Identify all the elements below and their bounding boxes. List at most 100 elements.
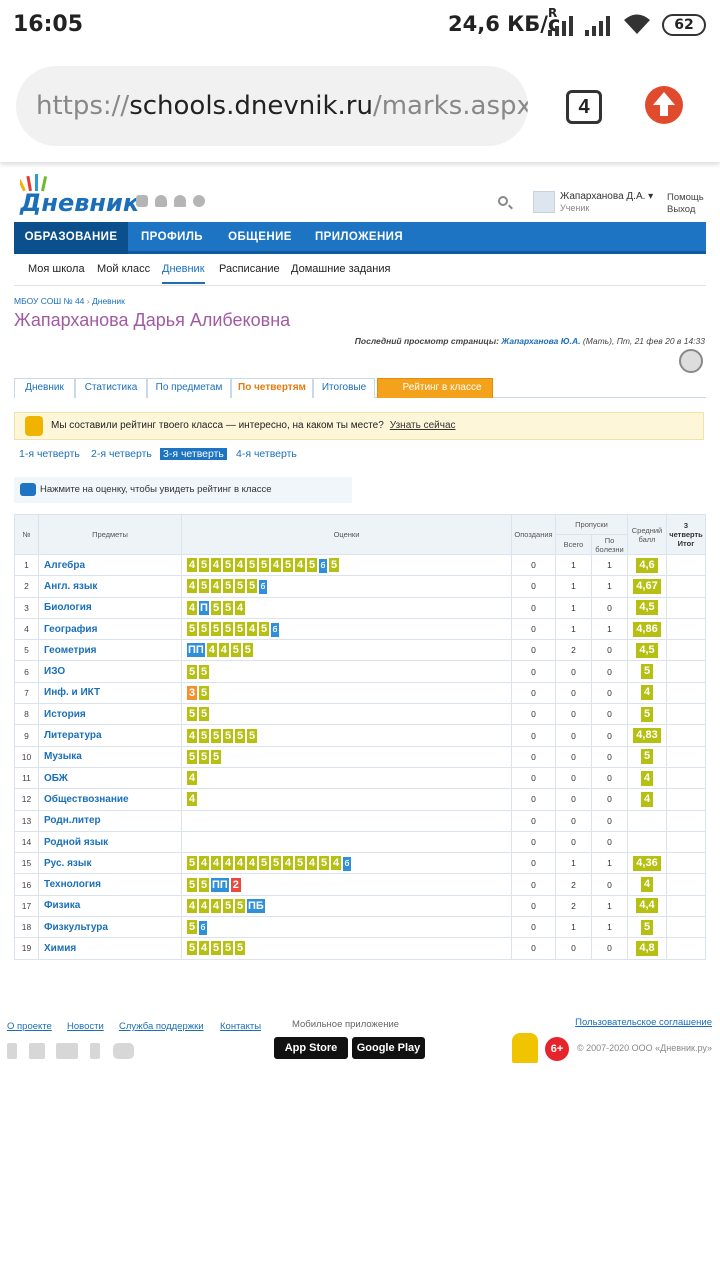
youtube-icon[interactable] (113, 1043, 134, 1059)
mark[interactable]: 4 (211, 855, 221, 870)
twitter-icon[interactable] (29, 1043, 45, 1059)
mark[interactable]: б (199, 920, 207, 935)
nav-profile[interactable]: ПРОФИЛЬ (141, 231, 203, 243)
nav-education[interactable]: ОБРАЗОВАНИЕ (14, 222, 128, 254)
subject-link[interactable]: Англ. язык (38, 575, 182, 598)
subnav-my-school[interactable]: Моя школа (28, 263, 85, 275)
print-icon[interactable] (679, 349, 703, 373)
last-view-user[interactable]: Жапарханова Ю.А. (501, 336, 581, 346)
average-score[interactable]: 4 (640, 685, 654, 701)
mark[interactable]: 5 (259, 621, 269, 636)
mark[interactable]: 5 (259, 557, 269, 572)
google-play-badge[interactable]: Google Play (352, 1037, 425, 1059)
mark[interactable]: ПП (211, 877, 229, 892)
subject-link[interactable]: Обществознание (38, 788, 182, 811)
subnav-homework[interactable]: Домашние задания (291, 263, 391, 275)
mark[interactable]: 4 (235, 557, 245, 572)
mark[interactable]: 5 (307, 557, 317, 572)
mark[interactable]: ПП (187, 643, 205, 658)
mark[interactable]: 5 (242, 643, 253, 658)
average-score[interactable]: 4 (640, 770, 654, 786)
friends-icon[interactable] (155, 195, 167, 207)
average-score[interactable]: 4 (640, 877, 654, 893)
mark[interactable]: б (343, 856, 351, 871)
breadcrumb-school[interactable]: МБОУ СОШ № 44 (14, 296, 85, 306)
mark[interactable]: 5 (187, 855, 197, 870)
mark[interactable]: 5 (329, 557, 339, 572)
mark[interactable]: 4 (271, 557, 281, 572)
mark[interactable]: 4 (199, 898, 209, 913)
tab-by-quarter[interactable]: По четвертям (231, 378, 313, 398)
subject-link[interactable]: Физкультура (38, 916, 182, 939)
average-score[interactable]: 5 (640, 706, 654, 722)
mark[interactable]: б (319, 558, 327, 573)
mark[interactable]: 4 (247, 621, 257, 636)
mark[interactable]: 5 (211, 941, 221, 956)
mark[interactable]: 4 (211, 578, 221, 593)
avatar[interactable] (533, 191, 555, 213)
mark[interactable]: 5 (247, 728, 257, 743)
mark[interactable]: 5 (199, 621, 209, 636)
mark[interactable]: 5 (235, 898, 245, 913)
subject-link[interactable]: Биология (38, 596, 182, 619)
tab-diary[interactable]: Дневник (14, 378, 75, 398)
footer-about[interactable]: О проекте (7, 1021, 52, 1032)
odnoklassniki-icon[interactable] (90, 1043, 100, 1059)
average-score[interactable]: 4,86 (633, 621, 661, 637)
mark[interactable]: 4 (206, 643, 217, 658)
banner-link[interactable]: Узнать сейчас (389, 420, 456, 431)
mark[interactable]: 5 (187, 707, 197, 722)
subject-link[interactable]: Технология (38, 873, 182, 896)
mark[interactable]: 5 (230, 643, 241, 658)
mark[interactable]: 5 (295, 855, 305, 870)
subject-link[interactable]: Инф. и ИКТ (38, 681, 182, 705)
mark[interactable]: 4 (235, 855, 245, 870)
mark[interactable]: 4 (295, 557, 305, 572)
average-score[interactable]: 5 (640, 664, 654, 680)
mark[interactable]: 4 (235, 600, 245, 615)
subject-link[interactable]: История (38, 703, 182, 726)
subject-link[interactable]: Геометрия (38, 639, 182, 662)
facebook-icon[interactable] (7, 1043, 17, 1059)
subject-link[interactable]: ОБЖ (38, 766, 182, 790)
mark[interactable]: П (199, 600, 209, 615)
mark[interactable]: 5 (199, 707, 209, 722)
tab-statistics[interactable]: Статистика (75, 378, 147, 398)
subject-link[interactable]: Алгебра (38, 553, 182, 577)
subject-link[interactable]: География (38, 617, 182, 641)
mark[interactable]: 4 (187, 578, 197, 593)
mark[interactable]: 5 (199, 728, 209, 743)
mark[interactable]: 4 (307, 855, 317, 870)
mark[interactable]: 5 (223, 621, 233, 636)
mark[interactable]: 5 (223, 941, 233, 956)
tab-class-rating[interactable]: Рейтинг в классе (377, 378, 493, 398)
mark[interactable]: 5 (187, 877, 197, 892)
quarter-1[interactable]: 1-я четверть (19, 448, 80, 460)
subnav-schedule[interactable]: Расписание (219, 263, 280, 275)
mark[interactable]: 4 (199, 941, 209, 956)
mark[interactable]: 5 (235, 578, 245, 593)
vk-icon[interactable] (56, 1043, 78, 1059)
average-score[interactable]: 4,83 (633, 728, 661, 744)
help-link[interactable]: Помощь (667, 192, 704, 203)
breadcrumb-diary[interactable]: Дневник (92, 296, 125, 306)
messages-icon[interactable] (136, 195, 148, 207)
mark[interactable]: 5 (199, 877, 209, 892)
tab-by-subject[interactable]: По предметам (147, 378, 231, 398)
mark[interactable]: 4 (218, 643, 229, 658)
mark[interactable]: 5 (211, 728, 221, 743)
mark[interactable]: 5 (199, 578, 209, 593)
average-score[interactable]: 5 (640, 919, 654, 935)
mark[interactable]: 4 (283, 855, 293, 870)
mark[interactable]: 4 (331, 855, 341, 870)
average-score[interactable]: 4,5 (636, 642, 658, 658)
mark[interactable]: 3 (187, 685, 197, 700)
subject-link[interactable]: ИЗО (38, 660, 182, 683)
mark[interactable]: 5 (223, 557, 233, 572)
mark[interactable]: ПБ (247, 898, 265, 913)
mark[interactable]: 4 (187, 792, 197, 807)
mark[interactable]: 4 (199, 855, 209, 870)
mark[interactable]: 2 (230, 877, 241, 892)
average-score[interactable]: 4,8 (636, 940, 658, 956)
mark[interactable]: 5 (211, 600, 221, 615)
